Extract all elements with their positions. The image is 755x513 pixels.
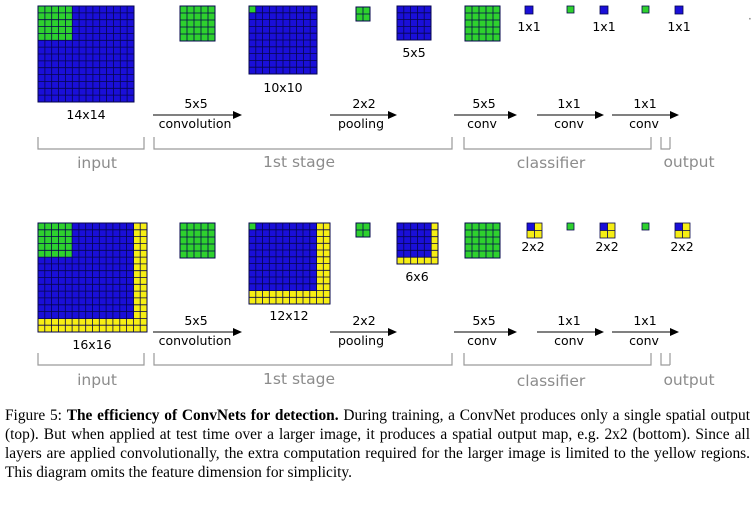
top-op3-bottom: conv bbox=[467, 116, 497, 131]
bottom-op2-top: 2x2 bbox=[352, 313, 375, 328]
top-op4-bottom: conv bbox=[554, 116, 584, 131]
bottom-stage-output: output bbox=[663, 371, 714, 389]
top-1x1-kernel-2 bbox=[641, 5, 650, 14]
bottom-1x1-kernel-1 bbox=[566, 222, 575, 231]
top-pool-map bbox=[396, 5, 432, 41]
top-pool-kernel bbox=[355, 6, 371, 22]
top-edge-tick: · bbox=[748, 12, 752, 26]
bottom-pool-size-label: 6x6 bbox=[405, 269, 428, 284]
top-input-size-label: 14x14 bbox=[66, 107, 105, 122]
top-output-3 bbox=[674, 5, 684, 15]
bottom-op5-bottom: conv bbox=[629, 333, 659, 348]
top-output-1-label: 1x1 bbox=[517, 19, 540, 34]
top-op5-bottom: conv bbox=[629, 116, 659, 131]
top-op5-top: 1x1 bbox=[633, 96, 656, 111]
top-stage-1st: 1st stage bbox=[263, 153, 335, 171]
bottom-output-2-label: 2x2 bbox=[595, 239, 618, 254]
top-row: 14x14 10x10 5x5 1x1 1x1 bbox=[37, 5, 752, 172]
top-input-map bbox=[37, 5, 135, 103]
top-stage-classifier: classifier bbox=[517, 154, 586, 172]
bottom-output-2 bbox=[599, 222, 616, 239]
top-stage1-map bbox=[248, 5, 318, 75]
bottom-pool-map bbox=[396, 222, 439, 265]
bottom-output-1 bbox=[526, 222, 543, 239]
bottom-op1-bottom: convolution bbox=[159, 333, 232, 348]
bottom-op1-top: 5x5 bbox=[184, 313, 207, 328]
bottom-op4-top: 1x1 bbox=[557, 313, 580, 328]
top-op4-top: 1x1 bbox=[557, 96, 580, 111]
top-op3-top: 5x5 bbox=[472, 96, 495, 111]
top-arrows: 5x5 convolution 2x2 pooling 5x5 conv 1x1… bbox=[153, 96, 679, 131]
bottom-output-3-label: 2x2 bbox=[670, 239, 693, 254]
bottom-output-3 bbox=[674, 222, 691, 239]
bottom-kernel-5x5 bbox=[179, 222, 216, 259]
bottom-1x1-kernel-2 bbox=[641, 222, 650, 231]
top-op2-top: 2x2 bbox=[352, 96, 375, 111]
bottom-stage1-size-label: 12x12 bbox=[269, 308, 308, 323]
top-op1-top: 5x5 bbox=[184, 96, 207, 111]
top-stage-brackets bbox=[37, 137, 671, 150]
bottom-input-size-label: 16x16 bbox=[72, 337, 111, 352]
bottom-input-map bbox=[37, 222, 148, 333]
bottom-op3-top: 5x5 bbox=[472, 313, 495, 328]
top-stage-output: output bbox=[663, 153, 714, 171]
top-kernel-5x5 bbox=[179, 5, 216, 42]
bottom-arrows: 5x5 convolution 2x2 pooling 5x5 conv 1x1… bbox=[153, 313, 679, 348]
bottom-output-1-label: 2x2 bbox=[521, 239, 544, 254]
bottom-op4-bottom: conv bbox=[554, 333, 584, 348]
bottom-stage-classifier: classifier bbox=[517, 372, 586, 390]
bottom-op5-top: 1x1 bbox=[633, 313, 656, 328]
caption-body: During training, a ConvNet produces only… bbox=[5, 407, 750, 481]
top-op2-bottom: pooling bbox=[338, 116, 384, 131]
top-output-2 bbox=[599, 5, 609, 15]
top-stage1-size-label: 10x10 bbox=[263, 80, 302, 95]
bottom-stage-1st: 1st stage bbox=[263, 370, 335, 388]
convnet-diagram: 14x14 10x10 5x5 1x1 1x1 bbox=[37, 5, 752, 390]
bottom-stage-input: input bbox=[77, 371, 117, 389]
figure-caption: Figure 5: The efficiency of ConvNets for… bbox=[5, 406, 750, 482]
top-stage-input: input bbox=[77, 154, 117, 172]
bottom-classifier-kernel bbox=[464, 222, 501, 259]
top-pool-size-label: 5x5 bbox=[402, 45, 425, 60]
caption-title: The efficiency of ConvNets for detection… bbox=[66, 407, 339, 424]
bottom-pool-kernel bbox=[355, 222, 371, 238]
bottom-op3-bottom: conv bbox=[467, 333, 497, 348]
top-output-2-label: 1x1 bbox=[592, 19, 615, 34]
top-1x1-kernel-1 bbox=[566, 5, 575, 14]
bottom-op2-bottom: pooling bbox=[338, 333, 384, 348]
bottom-row: 16x16 12x12 6x6 bbox=[37, 222, 715, 390]
caption-prefix: Figure 5: bbox=[5, 407, 67, 424]
top-output-3-label: 1x1 bbox=[667, 19, 690, 34]
top-op1-bottom: convolution bbox=[159, 116, 232, 131]
top-classifier-kernel bbox=[464, 5, 501, 42]
bottom-stage-brackets bbox=[37, 353, 671, 366]
top-output-1 bbox=[524, 5, 534, 15]
bottom-stage1-map bbox=[248, 222, 331, 305]
